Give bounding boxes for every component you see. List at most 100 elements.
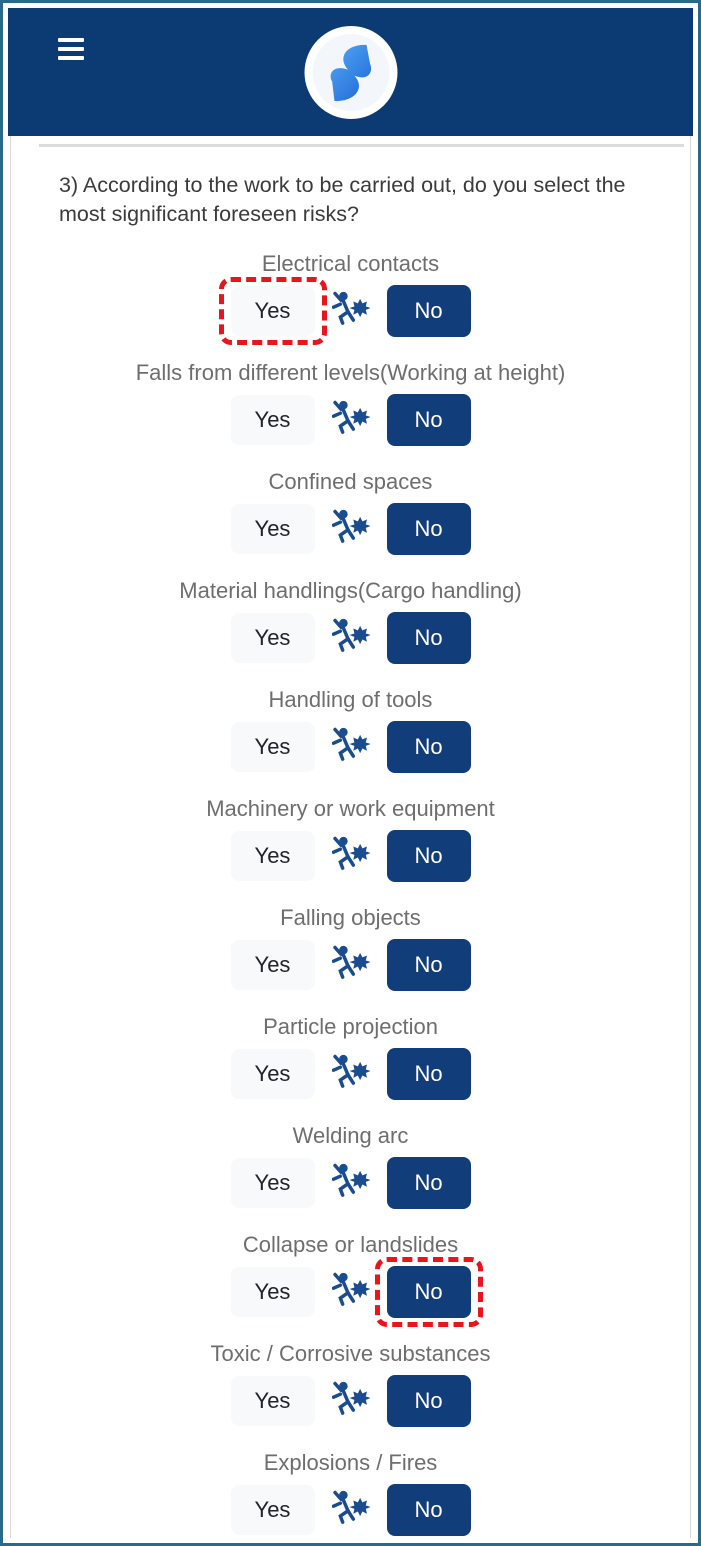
risk-row: Explosions / Fires Yes xyxy=(11,1449,690,1537)
no-button-wrap: No xyxy=(386,1048,471,1101)
no-button[interactable]: No xyxy=(386,1157,471,1210)
person-falling-burst-icon xyxy=(331,288,370,334)
no-button[interactable]: No xyxy=(386,612,471,665)
risk-row: Electrical contacts Yes xyxy=(11,250,690,346)
yes-button-wrap: Yes xyxy=(230,1376,315,1427)
no-button-wrap: No xyxy=(386,939,471,992)
form-card: 3) According to the work to be carried o… xyxy=(10,136,691,1538)
risk-controls: Yes No xyxy=(11,277,690,346)
yes-button-wrap: Yes xyxy=(218,277,327,346)
hamburger-icon xyxy=(58,38,84,42)
risk-controls: Yes No xyxy=(11,502,690,556)
risk-controls: Yes No xyxy=(11,1047,690,1101)
no-button-wrap: No xyxy=(374,1257,483,1328)
app-logo xyxy=(304,26,397,119)
yes-button[interactable]: Yes xyxy=(230,1158,315,1209)
yes-button[interactable]: Yes xyxy=(230,1049,315,1100)
yes-button[interactable]: Yes xyxy=(230,722,315,773)
risk-row: Collapse or landslides Yes xyxy=(11,1231,690,1328)
yes-button-wrap: Yes xyxy=(230,1267,315,1318)
yes-button[interactable]: Yes xyxy=(230,1267,315,1318)
risk-controls: Yes No xyxy=(11,611,690,665)
risk-controls: Yes No xyxy=(11,720,690,774)
risk-label: Falls from different levels(Working at h… xyxy=(135,360,566,386)
no-button[interactable]: No xyxy=(386,721,471,774)
app-header xyxy=(8,8,693,136)
person-falling-burst-icon xyxy=(331,1378,370,1424)
no-button[interactable]: No xyxy=(386,830,471,883)
risk-controls: Yes No xyxy=(11,1257,690,1328)
risk-row: Falls from different levels(Working at h… xyxy=(11,359,690,447)
hamburger-menu-button[interactable] xyxy=(58,38,84,60)
no-button[interactable]: No xyxy=(386,285,471,338)
no-button[interactable]: No xyxy=(386,1048,471,1101)
yes-button[interactable]: Yes xyxy=(230,1485,315,1536)
section-divider xyxy=(39,144,684,147)
risk-controls: Yes No xyxy=(11,393,690,447)
no-button-wrap: No xyxy=(386,612,471,665)
hamburger-icon xyxy=(58,56,84,60)
risk-label: Electrical contacts xyxy=(261,251,440,277)
no-button[interactable]: No xyxy=(386,939,471,992)
no-button-wrap: No xyxy=(386,830,471,883)
person-falling-burst-icon xyxy=(331,1051,370,1097)
person-falling-burst-icon xyxy=(331,833,370,879)
yes-button[interactable]: Yes xyxy=(230,613,315,664)
yes-button-wrap: Yes xyxy=(230,831,315,882)
yes-button-wrap: Yes xyxy=(230,613,315,664)
person-falling-burst-icon xyxy=(331,506,370,552)
no-button-wrap: No xyxy=(386,1375,471,1428)
risk-label: Particle projection xyxy=(263,1014,438,1040)
risk-label: Welding arc xyxy=(292,1123,409,1149)
no-button[interactable]: No xyxy=(386,1484,471,1537)
person-falling-burst-icon xyxy=(331,1487,370,1533)
yes-button-wrap: Yes xyxy=(230,940,315,991)
risk-list: Electrical contacts Yes xyxy=(11,250,690,1537)
yes-button[interactable]: Yes xyxy=(230,395,315,446)
person-falling-burst-icon xyxy=(331,1160,370,1206)
risk-label: Confined spaces xyxy=(268,469,433,495)
yes-button[interactable]: Yes xyxy=(230,1376,315,1427)
risk-row: Welding arc Yes N xyxy=(11,1122,690,1210)
yes-button-wrap: Yes xyxy=(230,1049,315,1100)
risk-label: Explosions / Fires xyxy=(263,1450,438,1476)
person-falling-burst-icon xyxy=(331,615,370,661)
no-button-wrap: No xyxy=(386,285,471,338)
risk-row: Machinery or work equipment Yes xyxy=(11,795,690,883)
no-button-wrap: No xyxy=(386,721,471,774)
yes-button-wrap: Yes xyxy=(230,1485,315,1536)
yes-button[interactable]: Yes xyxy=(230,831,315,882)
risk-controls: Yes No xyxy=(11,1374,690,1428)
risk-row: Material handlings(Cargo handling) Yes xyxy=(11,577,690,665)
risk-label: Handling of tools xyxy=(268,687,433,713)
yes-button[interactable]: Yes xyxy=(230,940,315,991)
risk-controls: Yes No xyxy=(11,1483,690,1537)
no-button[interactable]: No xyxy=(386,503,471,556)
yes-button-wrap: Yes xyxy=(230,395,315,446)
no-button-wrap: No xyxy=(386,1484,471,1537)
hamburger-icon xyxy=(58,47,84,51)
yes-button[interactable]: Yes xyxy=(230,504,315,555)
risk-label: Collapse or landslides xyxy=(242,1232,459,1258)
risk-controls: Yes No xyxy=(11,938,690,992)
risk-label: Falling objects xyxy=(280,905,421,931)
person-falling-burst-icon xyxy=(331,397,370,443)
person-falling-burst-icon xyxy=(331,724,370,770)
no-button-wrap: No xyxy=(386,503,471,556)
no-button[interactable]: No xyxy=(386,1266,471,1319)
no-button[interactable]: No xyxy=(386,394,471,447)
risk-label: Machinery or work equipment xyxy=(206,796,495,822)
risk-row: Falling objects Yes xyxy=(11,904,690,992)
blue-s-swirl-logo-icon xyxy=(330,44,372,101)
risk-label: Material handlings(Cargo handling) xyxy=(179,578,522,604)
risk-row: Confined spaces Yes xyxy=(11,468,690,556)
risk-row: Toxic / Corrosive substances Yes xyxy=(11,1340,690,1428)
risk-row: Handling of tools Yes xyxy=(11,686,690,774)
yes-button[interactable]: Yes xyxy=(230,286,315,337)
yes-button-wrap: Yes xyxy=(230,504,315,555)
question-text: 3) According to the work to be carried o… xyxy=(59,173,626,226)
no-button-wrap: No xyxy=(386,1157,471,1210)
risk-controls: Yes No xyxy=(11,829,690,883)
no-button[interactable]: No xyxy=(386,1375,471,1428)
